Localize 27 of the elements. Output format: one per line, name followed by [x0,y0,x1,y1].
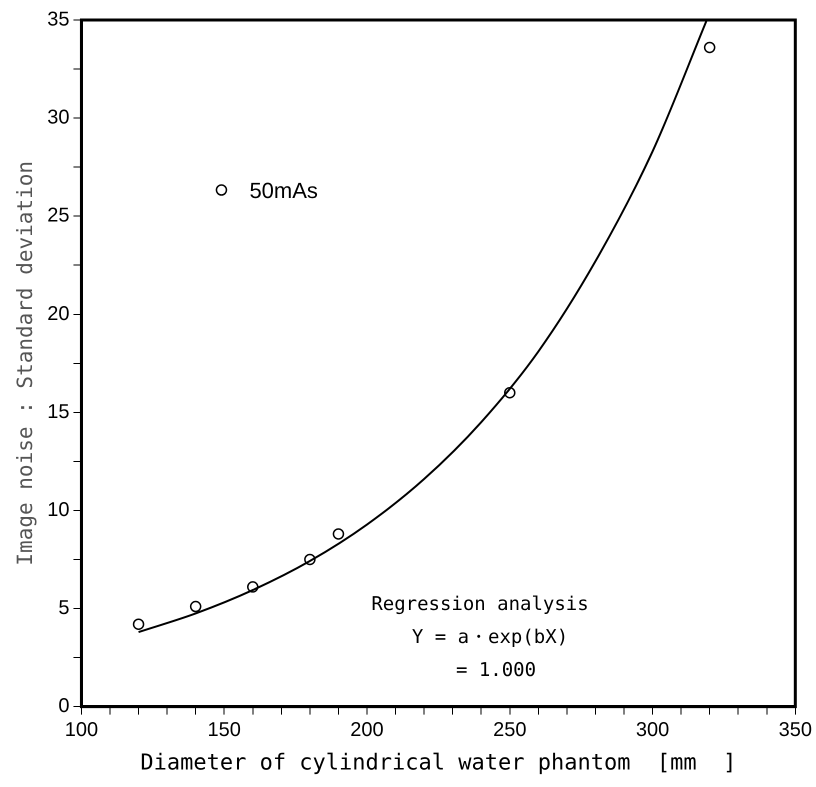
y-tick-label: 25 [47,204,70,227]
y-tick-label: 20 [47,302,70,325]
x-tick-label: 100 [64,719,98,742]
legend-label: 50mAs [249,178,318,204]
x-axis-title: Diameter of cylindrical water phantom [mm ] [140,750,736,776]
x-tick-label: 300 [636,719,670,742]
y-axis-title: Image noise : Standard deviation [13,161,38,566]
x-tick-label: 150 [208,719,241,742]
point [190,600,202,612]
y-tick-label: 10 [47,498,70,521]
y-tick-label: 30 [47,106,70,129]
y-tick-label: 15 [47,400,70,423]
point [304,554,316,566]
point [247,581,259,593]
point [132,618,144,630]
annotation: Regression analysis [371,592,589,615]
x-tick-label: 250 [493,719,526,742]
y-tick-label: 35 [47,8,70,31]
y-tick-label: 0 [58,695,70,718]
x-tick-label: 200 [350,719,384,742]
x-tick-label: 350 [778,719,812,742]
annotation: Y = a・exp(bX) [412,626,568,648]
point [504,386,516,398]
annotation: = 1.000 [456,658,536,681]
y-tick-label: 5 [58,597,70,620]
point [332,528,344,540]
point [704,42,716,54]
